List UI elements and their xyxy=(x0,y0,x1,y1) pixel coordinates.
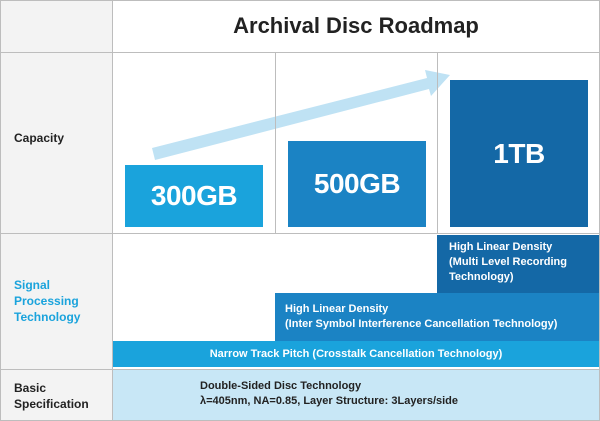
row-label-capacity: Capacity xyxy=(0,130,112,146)
tier1-label: Narrow Track Pitch (Crosstalk Cancellati… xyxy=(209,347,503,360)
signal-label-line-3: Technology xyxy=(14,310,81,324)
title-cell: Archival Disc Roadmap xyxy=(112,0,600,52)
tier3-line-3: Technology) xyxy=(449,271,514,283)
grid-line-capacity xyxy=(0,233,600,234)
capacity-box-300gb: 300GB xyxy=(125,165,263,227)
growth-arrow-shape xyxy=(152,70,450,160)
tier3-line-1: High Linear Density xyxy=(449,241,553,253)
grid-line-col-3 xyxy=(437,52,438,233)
grid-line-top xyxy=(0,0,600,1)
basic-spec-line-2: λ=405nm, NA=0.85, Layer Structure: 3Laye… xyxy=(200,395,459,407)
capacity-label-300gb: 300GB xyxy=(150,180,238,211)
grid-line-signal xyxy=(0,369,600,370)
capacity-box-500gb: 500GB xyxy=(288,141,426,227)
basic-label-line-1: Basic xyxy=(14,381,47,395)
diagram-title: Archival Disc Roadmap xyxy=(233,13,479,38)
capacity-label: Capacity xyxy=(14,131,65,145)
tier3-line-2: (Multi Level Recording xyxy=(449,256,567,268)
grid-line-col-2 xyxy=(275,52,276,233)
row-label-signal: Signal Processing Technology xyxy=(0,277,112,325)
signal-tier-2: High Linear Density (Inter Symbol Interf… xyxy=(275,293,600,341)
signal-tier-3: High Linear Density (Multi Level Recordi… xyxy=(437,235,600,293)
signal-label-line-2: Processing xyxy=(14,294,79,308)
capacity-box-1tb: 1TB xyxy=(450,80,588,227)
grid-line-title xyxy=(0,52,600,53)
tier2-line-1: High Linear Density xyxy=(285,303,389,315)
capacity-label-500gb: 500GB xyxy=(313,168,401,199)
basic-spec-text: Double-Sided Disc Technology λ=405nm, NA… xyxy=(200,379,458,409)
row-header-column xyxy=(0,0,112,421)
capacity-label-1tb: 1TB xyxy=(493,137,545,169)
basic-spec-band xyxy=(112,370,600,421)
tier2-line-2: (Inter Symbol Interference Cancellation … xyxy=(285,318,558,330)
basic-label-line-2: Specification xyxy=(14,397,89,411)
row-label-basic: Basic Specification xyxy=(0,380,112,412)
signal-tier-1: Narrow Track Pitch (Crosstalk Cancellati… xyxy=(112,341,600,367)
basic-spec-line-1: Double-Sided Disc Technology xyxy=(200,380,362,392)
grid-line-left xyxy=(0,0,1,421)
grid-line-header xyxy=(112,0,113,421)
signal-label-line-1: Signal xyxy=(14,278,51,292)
